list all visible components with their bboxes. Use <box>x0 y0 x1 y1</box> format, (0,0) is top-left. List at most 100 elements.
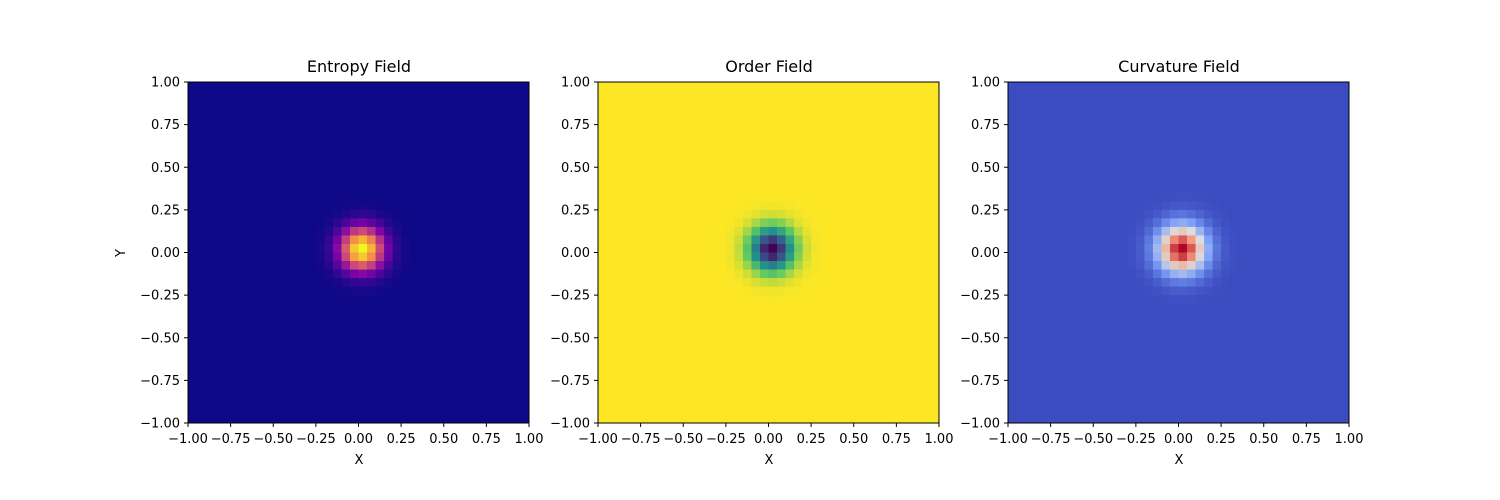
heatmap-cell <box>921 405 931 415</box>
heatmap-cell <box>264 363 274 373</box>
heatmap-cell <box>1067 388 1077 398</box>
heatmap-cell <box>1084 192 1094 202</box>
heatmap-cell <box>879 320 889 330</box>
heatmap-cell <box>188 354 197 364</box>
heatmap-cell <box>264 354 274 364</box>
heatmap-cell <box>768 329 778 339</box>
heatmap-cell <box>683 354 693 364</box>
heatmap-cell <box>281 397 291 407</box>
heatmap-cell <box>205 90 214 100</box>
heatmap-cell <box>1033 243 1043 253</box>
heatmap-cell <box>324 133 334 143</box>
heatmap-cell <box>1118 337 1128 347</box>
heatmap-cell <box>341 278 351 288</box>
heatmap-cell <box>725 116 735 126</box>
heatmap-cell <box>725 192 735 202</box>
heatmap-cell <box>298 243 308 253</box>
heatmap-cell <box>503 209 513 219</box>
heatmap-cell <box>230 133 240 143</box>
heatmap-cell <box>196 354 206 364</box>
heatmap-cell <box>657 405 667 415</box>
heatmap-cell <box>1187 329 1196 339</box>
heatmap-cell <box>281 201 291 211</box>
heatmap-cell <box>632 158 642 168</box>
heatmap-cell <box>384 192 394 202</box>
heatmap-cell <box>819 243 829 253</box>
heatmap-cell <box>1118 133 1128 143</box>
heatmap-cell <box>247 192 257 202</box>
heatmap-cell <box>1008 192 1017 202</box>
heatmap-cell <box>1169 371 1179 381</box>
heatmap-cell <box>452 252 462 262</box>
heatmap-cell <box>213 184 223 194</box>
x-tick-label: 0.75 <box>1292 432 1321 447</box>
heatmap-cell <box>1084 286 1094 296</box>
heatmap-cell <box>1255 99 1265 108</box>
heatmap-cell <box>921 116 931 126</box>
heatmap-cell <box>742 278 752 288</box>
heatmap-cell <box>239 269 249 279</box>
heatmap-cell <box>367 209 376 219</box>
heatmap-cell <box>307 337 317 347</box>
heatmap-cell <box>1323 286 1333 296</box>
heatmap-cell <box>1255 158 1265 168</box>
heatmap-cell <box>742 99 752 108</box>
heatmap-cell <box>1280 184 1290 194</box>
heatmap-cell <box>777 295 786 305</box>
heatmap-cell <box>862 303 872 313</box>
heatmap-cell <box>862 107 872 117</box>
heatmap-cell <box>845 243 855 253</box>
heatmap-cell <box>1229 337 1239 347</box>
heatmap-cell <box>921 269 931 279</box>
heatmap-cell <box>256 133 266 143</box>
heatmap-cell <box>1050 363 1060 373</box>
heatmap-cell <box>734 337 744 347</box>
heatmap-cell <box>315 158 325 168</box>
heatmap-cell <box>1118 329 1128 339</box>
heatmap-cell <box>1067 397 1077 407</box>
heatmap-cell <box>273 99 283 108</box>
heatmap-cell <box>896 397 906 407</box>
heatmap-cell <box>1204 90 1214 100</box>
heatmap-cell <box>520 158 530 168</box>
heatmap-cell <box>819 218 829 228</box>
heatmap-cell <box>811 209 821 219</box>
heatmap-cell <box>666 312 676 322</box>
heatmap-cell <box>503 192 513 202</box>
heatmap-cell <box>794 269 804 279</box>
heatmap-cell <box>640 354 650 364</box>
heatmap-cell <box>1238 269 1248 279</box>
heatmap-cell <box>418 226 428 236</box>
heatmap-cell <box>332 397 342 407</box>
heatmap-cell <box>862 243 872 253</box>
heatmap-cell <box>1263 99 1273 108</box>
heatmap-cell <box>913 388 923 398</box>
heatmap-cell <box>1016 158 1026 168</box>
heatmap-cell <box>1263 329 1273 339</box>
heatmap-cell <box>341 192 351 202</box>
heatmap-cell <box>828 405 838 415</box>
heatmap-cell <box>657 150 667 160</box>
heatmap-cell <box>845 295 855 305</box>
heatmap-cell <box>290 235 300 245</box>
heatmap-cell <box>913 184 923 194</box>
heatmap-cell <box>1229 371 1239 381</box>
heatmap-cell <box>486 243 496 253</box>
heatmap-cell <box>409 269 419 279</box>
heatmap-cell <box>768 158 778 168</box>
heatmap-cell <box>486 141 496 151</box>
heatmap-cell <box>598 269 607 279</box>
heatmap-cell <box>520 278 530 288</box>
heatmap-cell <box>1135 243 1145 253</box>
heatmap-cell <box>1101 218 1111 228</box>
heatmap-cell <box>443 261 453 270</box>
heatmap-cell <box>1289 388 1299 398</box>
heatmap-cell <box>264 99 274 108</box>
heatmap-cell <box>1042 329 1052 339</box>
heatmap-cell <box>1204 354 1214 364</box>
heatmap-cell <box>725 380 735 390</box>
heatmap-cell <box>1110 116 1120 126</box>
heatmap-cell <box>1229 107 1239 117</box>
heatmap-cell <box>657 116 667 126</box>
heatmap-cell <box>1093 209 1103 219</box>
